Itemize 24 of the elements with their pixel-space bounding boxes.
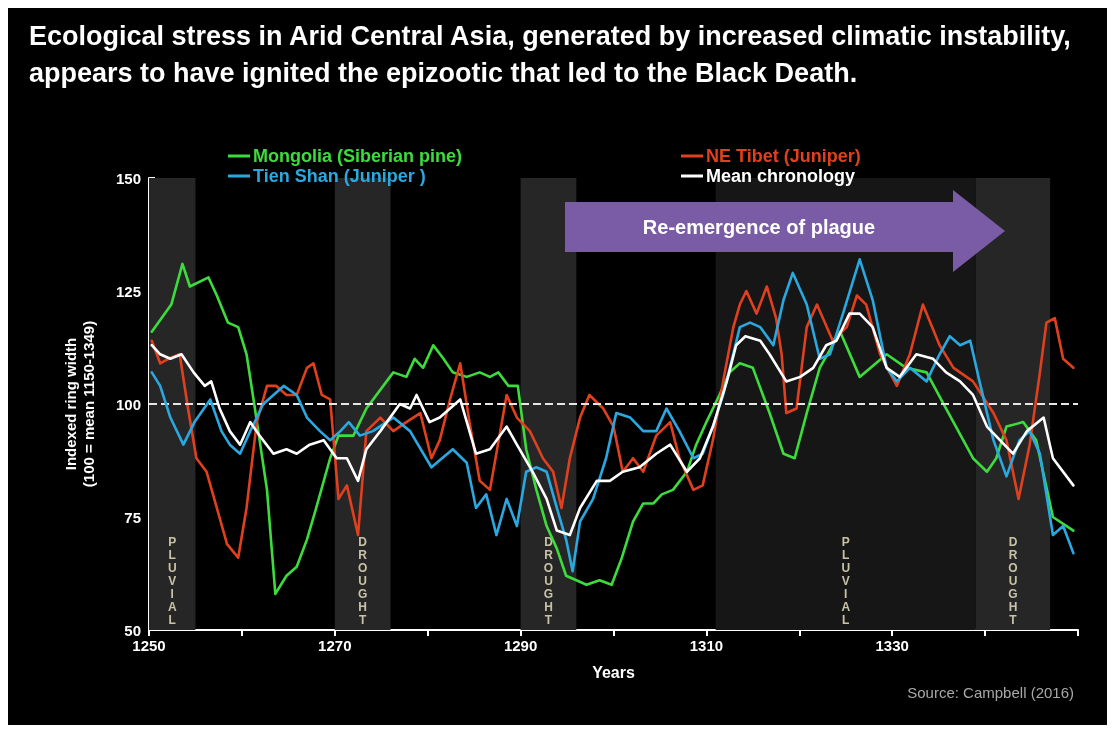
band-label: PLUVIAL xyxy=(841,534,851,627)
x-tick-label: 1250 xyxy=(132,637,166,654)
x-tick-label: 1290 xyxy=(503,637,538,654)
legend-label: Mongolia (Siberian pine) xyxy=(253,146,463,166)
source-note: Source: Campbell (2016) xyxy=(907,684,1075,701)
x-tick-label: 1270 xyxy=(318,637,352,654)
y-tick-label: 125 xyxy=(115,282,141,300)
x-tick-label: 1310 xyxy=(689,637,724,654)
legend-label: Tien Shan (Juniper ) xyxy=(253,166,426,186)
x-axis-title: Years xyxy=(592,663,635,681)
y-tick-label: 150 xyxy=(115,169,141,187)
legend-label: NE Tibet (Juniper) xyxy=(706,146,861,166)
y-tick-label: 50 xyxy=(124,621,141,639)
annotation: Re-emergence of plague xyxy=(641,215,877,239)
band-label: DROUGHT xyxy=(543,534,554,627)
band-label: DROUGHT xyxy=(358,534,368,627)
band-label: DROUGHT xyxy=(1008,534,1018,627)
y-tick-label: 75 xyxy=(124,508,141,526)
y-tick-label: 100 xyxy=(115,395,141,413)
x-tick-label: 1330 xyxy=(875,637,909,654)
legend-label: Mean chronology xyxy=(706,166,856,186)
chart-title: Ecological stress in Arid Central Asia, generated by increased climatic instability, appears to have ignited the epizootic that led to the Black Death. xyxy=(29,20,1079,88)
y-axis-title: Indexed ring width (100 = mean 1150-1349) xyxy=(61,320,97,488)
band-label: PLUVIAL xyxy=(167,534,177,627)
